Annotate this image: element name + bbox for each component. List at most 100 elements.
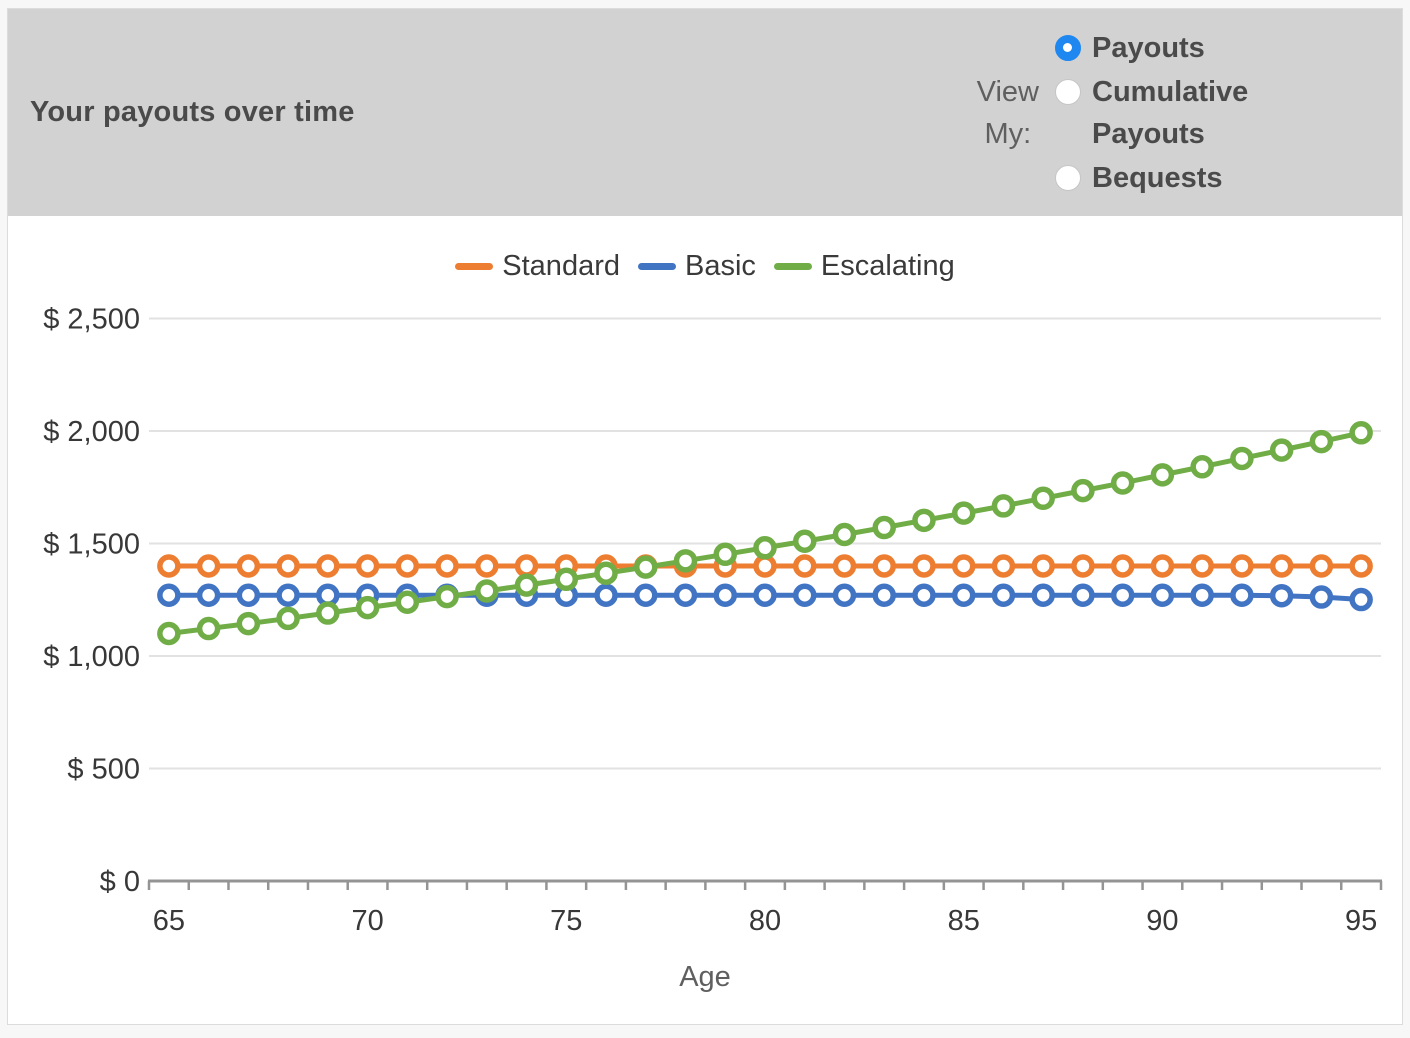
- data-point-basic: [594, 583, 618, 607]
- data-point-escalating: [673, 549, 698, 573]
- x-axis-tick-label: 70: [351, 905, 383, 937]
- data-point-escalating: [1349, 421, 1373, 445]
- data-point-escalating: [872, 515, 896, 540]
- data-point-escalating: [1190, 455, 1214, 479]
- data-point-standard: [1071, 554, 1095, 578]
- data-point-basic: [753, 583, 777, 607]
- data-point-escalating: [514, 573, 539, 597]
- data-point-escalating: [792, 529, 817, 553]
- x-axis-tick-label: 95: [1345, 905, 1377, 937]
- radio-selected-icon[interactable]: [1055, 34, 1081, 61]
- radio-option-label: Bequests: [1092, 161, 1223, 194]
- x-axis-tick-label: 90: [1146, 905, 1178, 937]
- data-point-escalating: [196, 616, 221, 641]
- data-point-basic: [1031, 583, 1055, 607]
- data-point-standard: [1110, 554, 1135, 578]
- data-point-escalating: [435, 584, 459, 609]
- y-axis-tick-label: $ 500: [67, 754, 140, 786]
- data-point-standard: [1269, 554, 1294, 578]
- series-basic: [157, 583, 1373, 612]
- data-point-basic: [951, 583, 976, 607]
- data-point-basic: [1230, 583, 1254, 607]
- data-point-standard: [157, 554, 181, 578]
- data-point-escalating: [276, 606, 300, 631]
- data-point-basic: [792, 583, 817, 607]
- data-point-standard: [196, 554, 221, 578]
- y-axis-tick-label: $ 1,500: [43, 529, 140, 561]
- data-point-standard: [1150, 554, 1175, 578]
- data-point-standard: [1031, 554, 1055, 578]
- x-axis-tick-label: 75: [550, 905, 582, 937]
- data-point-standard: [276, 554, 300, 578]
- data-point-escalating: [1071, 478, 1095, 503]
- data-point-escalating: [1110, 471, 1135, 495]
- data-point-standard: [912, 554, 936, 578]
- data-point-escalating: [951, 501, 976, 525]
- data-point-basic: [1269, 583, 1294, 608]
- legend-item-escalating: Escalating: [773, 250, 955, 283]
- data-point-escalating: [1031, 486, 1055, 511]
- data-point-basic: [713, 583, 738, 607]
- data-point-escalating: [713, 542, 738, 567]
- view-my-label-line1: View: [976, 75, 1039, 108]
- data-point-escalating: [395, 590, 420, 614]
- data-point-basic: [1150, 583, 1175, 607]
- data-point-escalating: [634, 555, 658, 579]
- x-axis-tick-label: 85: [948, 905, 980, 937]
- data-point-basic: [991, 583, 1016, 607]
- data-point-escalating: [1150, 463, 1175, 487]
- data-point-standard: [872, 554, 896, 578]
- data-point-basic: [832, 583, 857, 607]
- data-point-escalating: [594, 561, 618, 585]
- view-my-control: View My: Payouts Cumulative Payouts Beques…: [977, 27, 1402, 199]
- series-standard: [157, 554, 1373, 578]
- data-point-escalating: [912, 508, 936, 533]
- data-point-basic: [157, 583, 181, 607]
- x-axis-tick-label: 65: [153, 905, 185, 937]
- legend-item-standard: Standard: [455, 250, 620, 283]
- radio-unselected-icon[interactable]: [1055, 164, 1081, 191]
- radio-option-label: Payouts: [1092, 31, 1205, 64]
- x-axis-title: Age: [679, 961, 731, 993]
- data-point-escalating: [1269, 438, 1294, 462]
- data-point-standard: [355, 554, 380, 578]
- data-point-basic: [912, 583, 936, 607]
- chart-header: Your payouts over time View My: Payouts C…: [8, 9, 1402, 216]
- radio-unselected-icon[interactable]: [1055, 78, 1081, 105]
- data-point-basic: [1190, 583, 1214, 607]
- radio-option-payouts[interactable]: Payouts: [1055, 27, 1282, 69]
- data-point-standard: [395, 554, 420, 578]
- radio-option-bequests[interactable]: Bequests: [1055, 157, 1282, 199]
- data-point-standard: [991, 554, 1016, 578]
- data-point-escalating: [157, 621, 181, 646]
- y-axis-tick-label: $ 0: [100, 866, 140, 898]
- data-point-standard: [1349, 554, 1373, 578]
- data-point-escalating: [832, 522, 857, 547]
- data-point-basic: [196, 583, 221, 607]
- view-my-radio-group: Payouts Cumulative Payouts Bequests: [1055, 27, 1282, 199]
- data-point-escalating: [1230, 446, 1254, 471]
- data-point-standard: [792, 554, 817, 578]
- data-point-escalating: [1309, 429, 1334, 454]
- radio-option-cumulative-payouts[interactable]: Cumulative Payouts: [1055, 71, 1282, 155]
- legend-item-basic: Basic: [637, 250, 756, 283]
- data-point-basic: [673, 583, 698, 607]
- data-point-basic: [1071, 583, 1095, 607]
- data-point-escalating: [355, 595, 380, 620]
- data-point-standard: [951, 554, 976, 578]
- data-point-basic: [634, 583, 658, 607]
- payout-line-chart: $ 0 $ 500 $ 1,000 $ 1,500 $ 2,000 $ 2,500 65 70…: [43, 304, 1383, 993]
- data-point-basic: [236, 583, 261, 607]
- chart-area: Standard Basic Escalating $ 0 $ 500 $ 1,000 $…: [8, 248, 1402, 1004]
- data-point-basic: [1110, 583, 1135, 607]
- y-axis-tick-label: $ 2,000: [43, 416, 140, 448]
- data-point-escalating: [236, 611, 261, 636]
- data-point-standard: [753, 554, 777, 578]
- chart-title: Your payouts over time: [30, 96, 355, 128]
- data-point-basic: [1349, 587, 1373, 612]
- data-point-standard: [236, 554, 261, 578]
- legend-swatch-icon: [773, 262, 812, 270]
- legend-swatch-icon: [455, 262, 494, 270]
- data-point-standard: [475, 554, 499, 578]
- y-axis-tick-label: $ 2,500: [43, 304, 140, 336]
